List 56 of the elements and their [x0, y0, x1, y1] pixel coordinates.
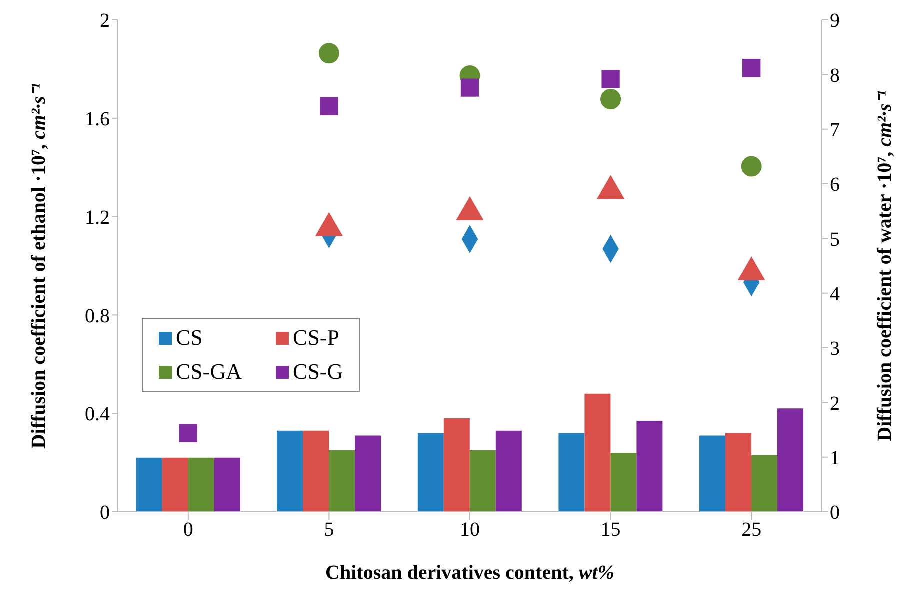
point — [460, 78, 480, 97]
y-tick-label: 2 — [100, 10, 110, 32]
bar — [418, 433, 444, 512]
x-axis-title: Chitosan derivatives content, wt% — [326, 562, 614, 584]
point — [600, 89, 622, 110]
point — [179, 424, 198, 442]
legend-label: CS — [176, 325, 203, 351]
y-tick-label: 0 — [100, 502, 110, 524]
bar — [558, 433, 585, 512]
bar — [277, 430, 304, 512]
bar — [444, 418, 470, 512]
x-tick-label: 25 — [742, 519, 762, 542]
y-tick-label: 0.8 — [85, 305, 110, 328]
bar — [188, 458, 214, 512]
point — [320, 97, 338, 116]
bar — [136, 458, 162, 512]
point — [742, 59, 761, 78]
y-tick-label: 1.6 — [85, 108, 110, 130]
y2-tick-label: 2 — [830, 392, 840, 415]
y2-tick-label: 7 — [830, 119, 840, 142]
bar — [726, 433, 752, 512]
bar — [214, 458, 240, 512]
legend-label: CS-G — [293, 359, 344, 385]
y-axis-title: Diffusion coefficient of ethanol ·10⁷, cm²·s⁻¹ — [28, 83, 50, 449]
y2-tick-label: 5 — [830, 228, 840, 251]
bar — [700, 436, 726, 512]
bar — [752, 455, 778, 512]
y2-tick-label: 3 — [830, 338, 840, 360]
y2-tick-label: 9 — [830, 10, 840, 32]
legend-label: CS-P — [293, 325, 340, 351]
point — [741, 156, 762, 177]
bar — [470, 450, 496, 512]
y2-axis-title: Diffusion coefficient of water ·10⁷, cm²·s⁻¹ — [874, 90, 896, 442]
x-tick-label: 5 — [324, 519, 334, 542]
y-tick-label: 1.2 — [85, 206, 110, 229]
bar — [610, 452, 637, 512]
bar — [303, 430, 330, 512]
bar — [355, 436, 382, 512]
y2-tick-label: 1 — [830, 447, 840, 470]
y2-tick-label: 4 — [830, 283, 840, 306]
bar — [636, 420, 663, 512]
y2-tick-label: 6 — [830, 174, 840, 196]
bar — [162, 458, 188, 512]
x-tick-label: 0 — [183, 519, 194, 542]
point — [318, 43, 340, 64]
y2-tick-label: 0 — [830, 502, 840, 524]
bar — [584, 394, 611, 512]
bar — [778, 408, 804, 512]
y-tick-label: 0.4 — [85, 404, 110, 426]
x-tick-label: 10 — [460, 519, 480, 542]
bar — [496, 430, 522, 512]
y2-tick-label: 8 — [830, 64, 840, 87]
bar — [329, 450, 356, 512]
x-tick-label: 15 — [600, 519, 621, 542]
legend-label: CS-GA — [176, 359, 242, 385]
point — [602, 70, 620, 88]
